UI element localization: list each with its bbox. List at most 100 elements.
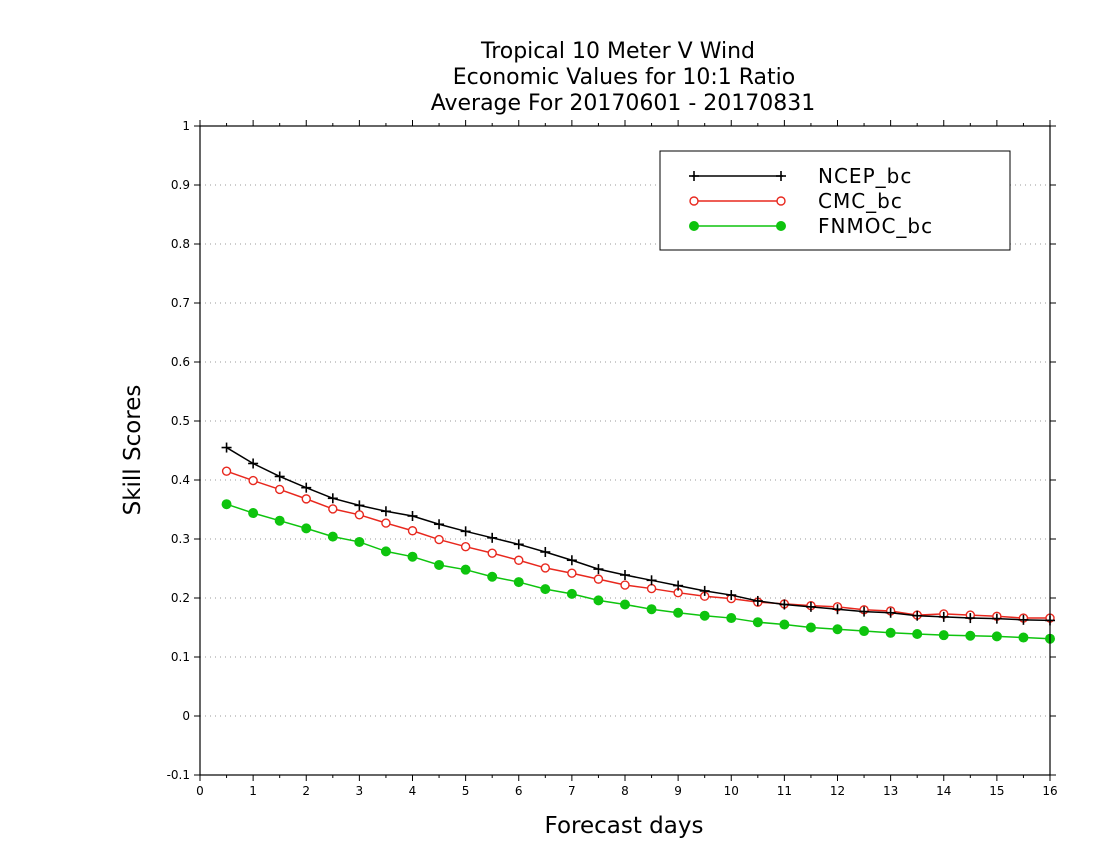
y-tick-label: 0.3 xyxy=(171,532,190,546)
legend-item: CMC_bc xyxy=(689,189,903,213)
data-point xyxy=(885,607,896,618)
data-point xyxy=(1018,632,1029,643)
data-point xyxy=(327,493,338,504)
data-point xyxy=(620,569,630,580)
data-point xyxy=(380,506,391,517)
data-point xyxy=(434,534,444,545)
data-point xyxy=(381,518,391,528)
data-point xyxy=(407,510,418,521)
data-point xyxy=(248,508,259,519)
series-FNMOC_bc xyxy=(221,499,1055,644)
data-point xyxy=(832,604,843,615)
data-point xyxy=(699,585,710,596)
chart-title-line-2: Economic Values for 10:1 Ratio xyxy=(453,65,795,90)
data-point xyxy=(460,541,471,552)
data-point xyxy=(620,599,630,610)
data-point xyxy=(274,484,285,495)
data-point xyxy=(487,548,497,558)
data-point xyxy=(354,536,365,547)
axis-ticks: -0.100.10.20.30.40.50.60.70.80.910 1 2 3 4 5 6… xyxy=(167,119,1058,798)
x-tick-label: 3 xyxy=(356,784,364,798)
data-point xyxy=(726,590,737,601)
legend-label: CMC_bc xyxy=(818,189,903,213)
y-tick-label: 0.7 xyxy=(171,296,190,310)
y-tick-label: 0.1 xyxy=(171,650,190,664)
legend-label: FNMOC_bc xyxy=(818,214,933,238)
data-point xyxy=(566,588,577,599)
data-point xyxy=(540,546,551,557)
data-point xyxy=(221,499,232,510)
y-tick-label: 0.4 xyxy=(171,473,190,487)
x-tick-label: 11 xyxy=(777,784,792,798)
data-point xyxy=(487,532,498,543)
series-line xyxy=(226,446,1051,622)
data-point xyxy=(540,563,551,573)
data-point xyxy=(301,494,311,504)
data-point xyxy=(859,606,870,617)
x-tick-label: 8 xyxy=(621,784,629,798)
data-point xyxy=(434,559,445,570)
data-point xyxy=(885,627,896,638)
data-point xyxy=(646,583,657,594)
data-point xyxy=(380,546,391,557)
y-tick-label: 0.6 xyxy=(171,355,190,369)
legend-marker xyxy=(689,171,699,181)
data-point xyxy=(248,458,259,469)
data-point xyxy=(752,617,763,628)
data-point xyxy=(327,531,338,542)
chart-title-line-3: Average For 20170601 - 20170831 xyxy=(431,91,816,116)
data-point xyxy=(460,526,471,537)
x-tick-label: 4 xyxy=(409,784,417,798)
chart-title-line-1: Tropical 10 Meter V Wind xyxy=(480,39,755,64)
x-tick-label: 15 xyxy=(989,784,1004,798)
y-tick-label: 0 xyxy=(182,709,190,723)
data-point xyxy=(832,624,843,635)
data-point xyxy=(301,523,312,534)
data-point xyxy=(274,471,285,482)
data-point xyxy=(407,551,418,562)
x-tick-label: 5 xyxy=(462,784,470,798)
data-point xyxy=(752,595,763,606)
data-point xyxy=(726,613,737,624)
data-point xyxy=(248,475,258,486)
data-point xyxy=(593,564,604,575)
data-point xyxy=(487,571,498,582)
x-tick-label: 0 xyxy=(196,784,204,798)
legend-marker xyxy=(776,171,786,181)
legend-marker xyxy=(689,221,699,231)
data-point xyxy=(354,500,365,511)
data-point xyxy=(540,584,551,595)
data-point xyxy=(912,628,923,639)
data-point xyxy=(965,613,976,624)
x-tick-label: 16 xyxy=(1042,784,1057,798)
data-point xyxy=(513,539,524,550)
x-axis-label: Forecast days xyxy=(545,813,704,839)
data-point xyxy=(460,564,471,575)
y-tick-label: 0.2 xyxy=(171,591,190,605)
data-point xyxy=(567,568,577,578)
data-point xyxy=(514,555,524,565)
data-point xyxy=(593,595,604,606)
legend-marker xyxy=(776,196,786,206)
x-tick-label: 13 xyxy=(883,784,898,798)
data-point xyxy=(805,601,816,612)
x-tick-label: 6 xyxy=(515,784,523,798)
data-point xyxy=(221,442,232,453)
series-line xyxy=(226,503,1051,640)
legend-label: NCEP_bc xyxy=(818,164,912,188)
data-point xyxy=(328,504,338,514)
data-point xyxy=(912,610,923,621)
data-point xyxy=(779,599,790,610)
y-tick-label: 0.8 xyxy=(171,237,190,251)
data-point xyxy=(699,610,710,621)
y-tick-label: 1 xyxy=(182,119,190,133)
x-tick-label: 1 xyxy=(249,784,257,798)
data-point xyxy=(673,580,684,591)
legend-marker xyxy=(689,196,699,206)
data-point xyxy=(673,607,684,618)
data-point xyxy=(859,626,870,637)
data-point xyxy=(805,622,816,633)
x-tick-label: 12 xyxy=(830,784,845,798)
